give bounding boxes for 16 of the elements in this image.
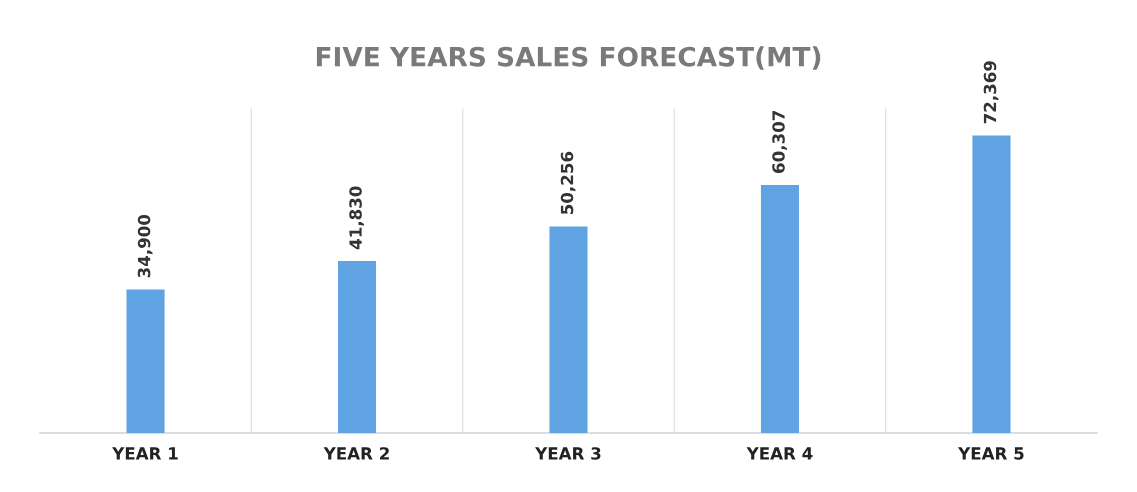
bar — [549, 226, 588, 433]
x-tick-label: YEAR 5 — [958, 447, 1024, 460]
x-tick-label: YEAR 1 — [112, 447, 178, 460]
data-label: 34,900 — [137, 214, 153, 278]
bar — [126, 289, 165, 433]
data-label: 50,256 — [560, 151, 576, 214]
data-label: 60,307 — [772, 110, 787, 173]
x-tick-label: YEAR 3 — [535, 447, 601, 460]
bar — [337, 261, 377, 433]
data-label: 72,369 — [983, 61, 999, 124]
chart-title: FIVE YEARS SALES FORECAST(MT) — [316, 46, 821, 70]
data-label: 41,830 — [349, 186, 364, 250]
x-tick-label: YEAR 4 — [746, 447, 813, 460]
bar — [760, 185, 800, 433]
bar — [972, 135, 1011, 433]
x-tick-label: YEAR 2 — [323, 447, 389, 460]
